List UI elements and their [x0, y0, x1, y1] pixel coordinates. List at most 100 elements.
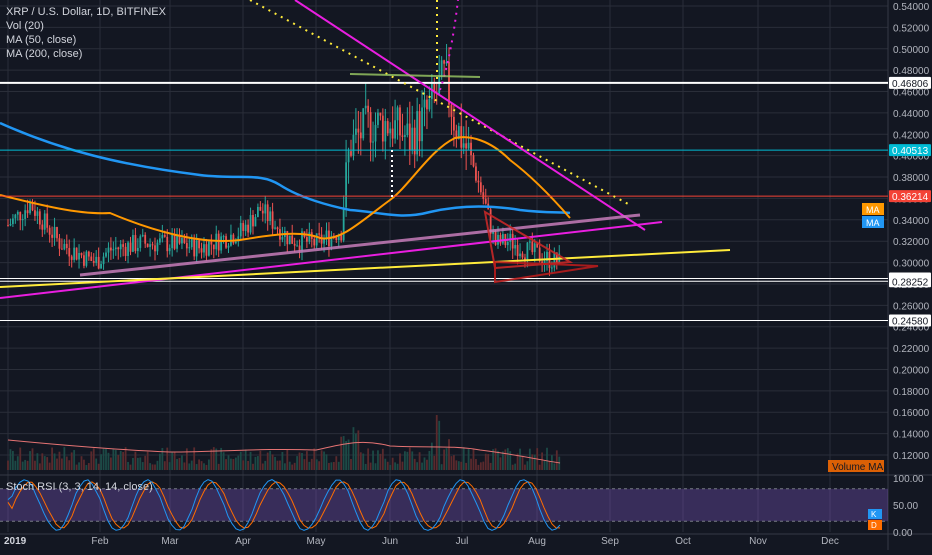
candle-down[interactable]	[166, 236, 169, 252]
candle-up[interactable]	[440, 60, 443, 77]
candle-up[interactable]	[423, 99, 426, 108]
candle-down[interactable]	[470, 142, 472, 156]
candle-down[interactable]	[146, 243, 149, 247]
candle-down[interactable]	[61, 248, 63, 250]
candle-up[interactable]	[239, 223, 242, 237]
candle-up[interactable]	[389, 128, 392, 134]
candle-down[interactable]	[418, 111, 421, 142]
candle-down[interactable]	[48, 227, 51, 235]
candle-up[interactable]	[347, 151, 350, 163]
candle-down[interactable]	[433, 83, 436, 93]
candle-down[interactable]	[359, 132, 362, 139]
candle-down[interactable]	[276, 227, 279, 230]
candle-down[interactable]	[7, 225, 9, 227]
candle-up[interactable]	[85, 251, 88, 266]
magenta-trendline-lower[interactable]	[0, 221, 663, 299]
candle-up[interactable]	[127, 242, 129, 256]
candle-up[interactable]	[102, 256, 105, 265]
candle-down[interactable]	[489, 209, 492, 234]
candle-down[interactable]	[34, 210, 36, 216]
candle-up[interactable]	[244, 224, 247, 231]
candle-up[interactable]	[428, 98, 431, 110]
candle-up[interactable]	[308, 232, 311, 242]
candle-down[interactable]	[117, 247, 120, 250]
candle-up[interactable]	[345, 162, 347, 208]
candle-up[interactable]	[337, 234, 340, 240]
candle-up[interactable]	[14, 214, 17, 219]
candle-down[interactable]	[242, 223, 245, 231]
candle-down[interactable]	[193, 238, 196, 257]
candle-up[interactable]	[514, 244, 517, 249]
candle-up[interactable]	[553, 252, 556, 268]
triangle-pattern-lower[interactable]	[494, 260, 599, 284]
candle-up[interactable]	[492, 230, 494, 234]
candle-down[interactable]	[56, 227, 58, 239]
candle-down[interactable]	[306, 237, 308, 242]
candle-up[interactable]	[105, 252, 107, 257]
candle-down[interactable]	[151, 244, 154, 246]
candle-up[interactable]	[73, 247, 76, 260]
candle-up[interactable]	[176, 234, 178, 249]
candle-up[interactable]	[24, 210, 27, 219]
candle-up[interactable]	[462, 143, 465, 148]
candle-down[interactable]	[399, 107, 401, 136]
candle-down[interactable]	[450, 104, 453, 117]
candle-down[interactable]	[26, 210, 29, 214]
candle-down[interactable]	[41, 224, 44, 230]
candle-up[interactable]	[296, 245, 298, 247]
candle-up[interactable]	[190, 238, 193, 248]
candle-up[interactable]	[9, 223, 12, 226]
candle-up[interactable]	[181, 238, 183, 244]
candle-down[interactable]	[484, 198, 487, 204]
candle-up[interactable]	[43, 213, 46, 230]
candle-up[interactable]	[457, 126, 460, 139]
candle-down[interactable]	[173, 234, 176, 249]
candle-down[interactable]	[92, 261, 95, 263]
candle-up[interactable]	[112, 249, 115, 251]
candle-down[interactable]	[465, 143, 468, 149]
indicator-ma50-label[interactable]: MA (50, close)	[6, 34, 77, 46]
candle-down[interactable]	[200, 248, 203, 253]
candle-up[interactable]	[384, 121, 387, 142]
candle-down[interactable]	[413, 127, 416, 155]
candle-down[interactable]	[475, 166, 477, 181]
candle-down[interactable]	[198, 240, 200, 249]
candle-up[interactable]	[288, 235, 291, 245]
candle-down[interactable]	[68, 248, 71, 257]
indicator-volume-label[interactable]: Vol (20)	[6, 20, 44, 32]
candle-up[interactable]	[411, 127, 414, 151]
candle-up[interactable]	[254, 217, 257, 227]
candle-up[interactable]	[95, 256, 98, 263]
candle-down[interactable]	[65, 243, 68, 249]
candle-down[interactable]	[247, 224, 249, 233]
candle-up[interactable]	[342, 207, 345, 241]
candle-down[interactable]	[524, 257, 526, 261]
candle-up[interactable]	[323, 237, 325, 244]
candle-down[interactable]	[271, 211, 274, 229]
candle-down[interactable]	[31, 202, 34, 211]
candle-up[interactable]	[63, 243, 66, 250]
stoch-rsi-d-line[interactable]	[7, 481, 561, 529]
candle-down[interactable]	[298, 245, 301, 251]
candle-down[interactable]	[401, 135, 404, 137]
candle-down[interactable]	[536, 243, 539, 248]
dotted-curve[interactable]	[439, 0, 459, 91]
candle-up[interactable]	[404, 135, 406, 137]
candle-down[interactable]	[210, 241, 213, 245]
candle-up[interactable]	[264, 204, 267, 214]
candle-down[interactable]	[340, 234, 343, 241]
candle-down[interactable]	[259, 206, 262, 211]
candle-up[interactable]	[396, 107, 399, 121]
candle-down[interactable]	[154, 245, 156, 252]
candle-up[interactable]	[16, 211, 19, 215]
candle-down[interactable]	[58, 238, 61, 249]
candle-up[interactable]	[377, 112, 379, 125]
candle-up[interactable]	[364, 105, 367, 109]
candle-down[interactable]	[129, 242, 132, 252]
candle-down[interactable]	[367, 105, 370, 113]
candle-up[interactable]	[107, 247, 110, 253]
candle-down[interactable]	[80, 253, 83, 256]
candle-up[interactable]	[237, 236, 240, 242]
candle-down[interactable]	[266, 204, 269, 222]
candle-up[interactable]	[53, 227, 56, 238]
